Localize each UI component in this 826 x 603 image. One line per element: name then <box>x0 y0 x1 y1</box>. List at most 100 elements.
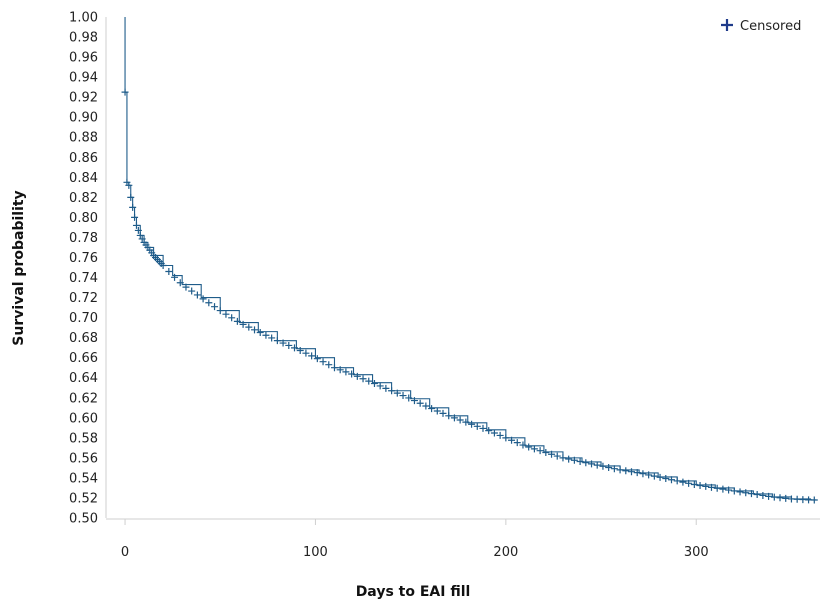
censor-mark <box>290 344 298 352</box>
censor-mark <box>416 399 424 407</box>
y-tick-label: 0.74 <box>69 271 98 286</box>
censor-mark <box>325 361 333 369</box>
censor-mark <box>513 439 521 447</box>
y-tick-label: 0.62 <box>69 391 98 406</box>
censor-mark <box>559 454 567 462</box>
censor-mark <box>462 418 470 426</box>
censor-mark <box>473 422 481 430</box>
censor-mark <box>313 355 321 363</box>
censor-mark <box>450 414 458 422</box>
censor-mark <box>519 441 527 449</box>
y-tick-label: 0.96 <box>69 51 98 66</box>
censor-mark <box>188 287 196 295</box>
censor-mark <box>599 462 607 470</box>
x-axis-title: Days to EAI fill <box>356 584 471 600</box>
censor-mark <box>445 412 453 420</box>
y-tick-label: 0.54 <box>69 471 98 486</box>
censor-mark <box>165 268 173 276</box>
y-tick-label: 0.66 <box>69 351 98 366</box>
censor-mark <box>479 424 487 432</box>
censor-mark <box>256 329 264 337</box>
censor-mark <box>690 481 698 489</box>
y-tick-label: 0.72 <box>69 291 98 306</box>
censor-mark <box>490 429 498 437</box>
censor-mark <box>353 372 361 380</box>
censor-mark <box>742 489 750 497</box>
censor-mark <box>342 368 350 376</box>
censor-mark <box>302 349 310 357</box>
censor-mark <box>468 420 476 428</box>
censor-mark <box>622 467 630 475</box>
censor-mark <box>159 261 167 269</box>
censor-mark <box>279 339 287 347</box>
censor-mark <box>707 483 715 491</box>
censor-mark <box>673 477 681 485</box>
censor-mark <box>216 307 224 315</box>
censor-mark <box>121 88 129 96</box>
censor-mark <box>616 466 624 474</box>
censor-mark <box>296 346 304 354</box>
censor-mark <box>770 493 778 501</box>
censor-mark <box>182 283 190 291</box>
censor-mark <box>239 320 247 328</box>
censor-mark <box>759 491 767 499</box>
legend-censored-marker <box>721 19 733 31</box>
censor-mark <box>211 303 219 311</box>
y-tick-label: 0.80 <box>69 211 98 226</box>
censor-mark <box>530 445 538 453</box>
censor-mark <box>776 494 784 502</box>
censor-mark <box>656 473 664 481</box>
y-tick-label: 0.88 <box>69 131 98 146</box>
censor-mark <box>228 314 236 322</box>
censor-mark <box>685 479 693 487</box>
censor-mark <box>193 291 201 299</box>
censor-mark <box>222 310 230 318</box>
censor-mark <box>129 203 137 211</box>
censor-mark <box>456 416 464 424</box>
censor-mark <box>696 482 704 490</box>
x-tick-label: 100 <box>303 545 328 560</box>
censor-mark <box>176 279 184 287</box>
y-tick-label: 0.60 <box>69 411 98 426</box>
censor-mark <box>582 459 590 467</box>
censor-mark <box>650 472 658 480</box>
y-tick-label: 0.64 <box>69 371 98 386</box>
censor-mark <box>127 193 135 201</box>
censor-mark <box>410 397 418 405</box>
censor-mark <box>433 407 441 415</box>
censor-mark <box>262 331 270 339</box>
censor-mark <box>359 375 367 383</box>
y-tick-label: 0.58 <box>69 431 98 446</box>
censor-mark <box>576 457 584 465</box>
censor-mark <box>439 409 447 417</box>
censor-mark <box>245 323 253 331</box>
y-tick-label: 1.00 <box>69 11 98 26</box>
censor-mark <box>548 450 556 458</box>
censor-mark <box>233 317 241 325</box>
censor-mark <box>268 334 276 342</box>
y-tick-label: 0.50 <box>69 512 98 527</box>
censor-mark <box>570 456 578 464</box>
censor-mark <box>730 487 738 495</box>
censor-mark <box>753 491 761 499</box>
censor-mark <box>639 470 647 478</box>
censor-mark <box>525 443 533 451</box>
y-tick-label: 0.52 <box>69 491 98 506</box>
censor-mark <box>348 370 356 378</box>
censor-mark <box>536 447 544 455</box>
censor-mark <box>428 405 436 413</box>
censor-mark <box>370 380 378 388</box>
censor-mark <box>136 231 144 239</box>
censor-mark <box>565 455 573 463</box>
censor-mark <box>336 366 344 374</box>
censor-mark <box>747 490 755 498</box>
censor-mark <box>393 389 401 397</box>
censor-mark <box>702 482 710 490</box>
censor-mark <box>765 492 773 500</box>
censor-mark <box>605 463 613 471</box>
censor-mark <box>285 341 293 349</box>
censor-mark <box>422 402 430 410</box>
y-tick-label: 0.68 <box>69 331 98 346</box>
